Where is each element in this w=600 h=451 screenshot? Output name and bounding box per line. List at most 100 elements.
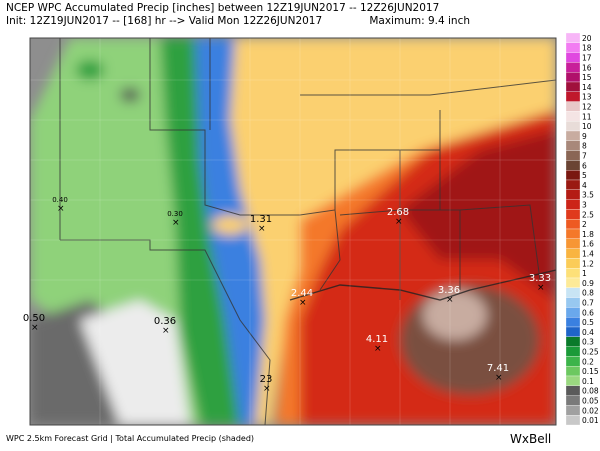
colorbar-swatch <box>565 405 581 416</box>
colorbar-swatch <box>565 395 581 406</box>
colorbar-swatch <box>565 111 581 122</box>
colorbar-label: 0.7 <box>582 299 594 308</box>
colorbar-swatch <box>565 336 581 347</box>
colorbar-label: 0.8 <box>582 289 594 298</box>
colorbar-swatch <box>565 238 581 249</box>
colorbar-label: 0.02 <box>582 406 599 415</box>
point-marker: × <box>162 326 170 336</box>
colorbar-label: 15 <box>582 73 592 82</box>
colorbar-label: 0.6 <box>582 308 594 317</box>
colorbar-label: 5 <box>582 171 587 180</box>
colorbar-label: 1.4 <box>582 250 594 259</box>
point-value: 3.36 <box>438 285 460 296</box>
colorbar-label: 13 <box>582 93 592 102</box>
colorbar-label: 0.9 <box>582 279 594 288</box>
colorbar-swatch <box>565 297 581 308</box>
point-labels: ×0.40×0.30×1.31 ×2.68×0.50×2.44×0.36×4.11… <box>23 196 551 394</box>
colorbar-label: 1 <box>582 269 587 278</box>
point-value: 0.30 <box>167 210 183 218</box>
colorbar-swatch <box>565 307 581 318</box>
point-marker: × <box>172 218 180 228</box>
colorbar-swatch <box>565 258 581 269</box>
colorbar-swatch <box>565 32 581 43</box>
colorbar-swatch <box>565 385 581 396</box>
point-value: 2.68 <box>387 207 409 218</box>
header-maximum: Maximum: 9.4 inch <box>369 15 470 27</box>
point-value: 1.31 <box>250 214 272 225</box>
colorbar-label: 0.1 <box>582 377 594 386</box>
point-marker: × <box>57 204 65 214</box>
colorbar-swatch <box>565 179 581 190</box>
colorbar-swatch <box>565 415 581 426</box>
header-line2: Init: 12Z19JUN2017 -- [168] hr --> Valid… <box>6 15 322 27</box>
colorbar-swatch <box>565 209 581 220</box>
point-marker: × <box>395 217 403 227</box>
colorbar-swatch <box>565 326 581 337</box>
colorbar-label: 2.5 <box>582 210 594 219</box>
colorbar-swatch <box>565 170 581 181</box>
point-value: 0.36 <box>154 316 176 327</box>
colorbar-swatch <box>565 91 581 102</box>
colorbar-label: 0.05 <box>582 397 599 406</box>
colorbar-label: 0.25 <box>582 348 599 357</box>
point-marker: × <box>258 224 266 234</box>
colorbar-swatch <box>565 160 581 171</box>
footer-brand: WxBell <box>510 432 551 446</box>
colorbar-swatch <box>565 375 581 386</box>
colorbar-swatch <box>565 150 581 161</box>
colorbar-label: 3 <box>582 201 587 210</box>
colorbar-swatch <box>565 219 581 230</box>
colorbar-label: 7 <box>582 152 587 161</box>
colorbar-label: 17 <box>582 54 592 63</box>
colorbar-label: 16 <box>582 63 592 72</box>
precip-map <box>30 38 556 425</box>
colorbar-label: 1.6 <box>582 240 594 249</box>
colorbar-label: 0.4 <box>582 328 594 337</box>
colorbar-swatch <box>565 277 581 288</box>
colorbar-swatch <box>565 287 581 298</box>
point-value: 0.40 <box>52 196 68 204</box>
colorbar-label: 10 <box>582 122 592 131</box>
colorbar-swatch <box>565 52 581 63</box>
colorbar-label: 0.2 <box>582 357 594 366</box>
colorbar-swatch <box>565 268 581 279</box>
colorbar-label: 9 <box>582 132 587 141</box>
point-value: 2.44 <box>291 288 313 299</box>
point-marker: × <box>537 283 545 293</box>
colorbar-label: 0.3 <box>582 338 594 347</box>
point-value: 7.41 <box>487 363 509 374</box>
point-value: 23 <box>260 374 273 385</box>
colorbar-swatch <box>565 366 581 377</box>
colorbar-swatch <box>565 189 581 200</box>
colorbar-label: 0.08 <box>582 387 599 396</box>
colorbar-label: 20 <box>582 34 592 43</box>
colorbar-swatch <box>565 130 581 141</box>
point-value: 4.11 <box>366 334 388 345</box>
point-value: 3.33 <box>529 273 551 284</box>
colorbar-label: 4 <box>582 181 587 190</box>
point-value: 0.50 <box>23 313 45 324</box>
point-marker: × <box>374 344 382 354</box>
point-marker: × <box>495 373 503 383</box>
colorbar: 201817161514131211109876543.532.521.81.6… <box>565 32 599 426</box>
colorbar-swatch <box>565 346 581 357</box>
colorbar-label: 8 <box>582 142 587 151</box>
footer-caption: WPC 2.5km Forecast Grid | Total Accumula… <box>6 434 254 443</box>
point-marker: × <box>263 384 271 394</box>
point-marker: × <box>299 298 307 308</box>
colorbar-swatch <box>565 121 581 132</box>
colorbar-label: 14 <box>582 83 592 92</box>
colorbar-label: 0.5 <box>582 318 594 327</box>
colorbar-swatch <box>565 228 581 239</box>
colorbar-label: 0.01 <box>582 416 599 425</box>
colorbar-swatch <box>565 101 581 112</box>
colorbar-label: 0.15 <box>582 367 599 376</box>
colorbar-label: 2 <box>582 220 587 229</box>
colorbar-label: 6 <box>582 161 587 170</box>
colorbar-label: 11 <box>582 112 592 121</box>
colorbar-swatch <box>565 140 581 151</box>
colorbar-swatch <box>565 81 581 92</box>
colorbar-label: 18 <box>582 44 592 53</box>
